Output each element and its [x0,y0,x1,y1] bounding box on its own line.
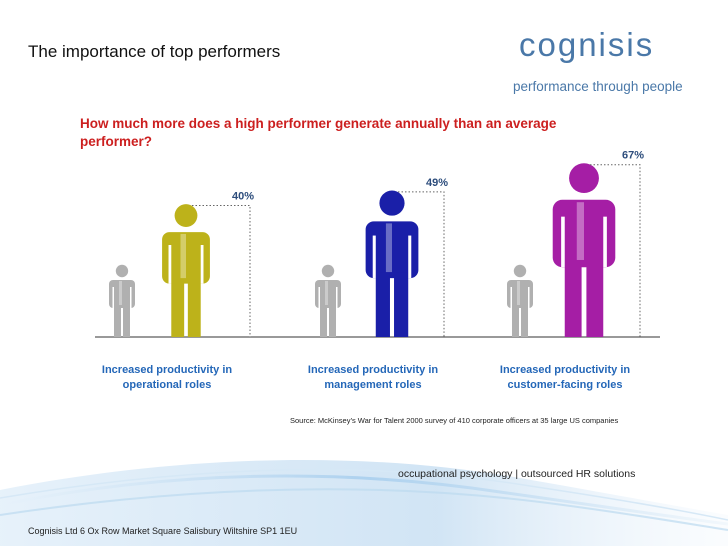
category-label-2: Increased productivity in [308,364,438,376]
high-performer-figure-1-leg-left [171,278,185,337]
category-label-1-line2: operational roles [123,379,212,391]
average-performer-figure-2-leg-left [320,305,327,337]
average-performer-figure-1-leg-right [123,305,130,337]
footer-address: Cognisis Ltd 6 Ox Row Market Square Sali… [28,526,298,536]
high-performer-figure-2-torso [365,221,419,279]
high-performer-figure-1-torso [162,232,210,284]
average-performer-figure-1-head [115,264,129,278]
source-note: Source: McKinsey’s War for Talent 2000 s… [290,416,619,425]
high-performer-figure-3-leg-right [586,259,604,337]
decorative-waves [0,459,728,546]
average-performer-figure-3-torso [507,280,533,308]
average-performer-figure-1-torso [109,280,135,308]
high-performer-figure-3-torso [552,199,616,268]
high-performer-figure-2-head [379,190,405,216]
average-performer-figure-2-leg-right [329,305,336,337]
high-performer-figure-3-head [569,163,599,194]
value-label-2: 49% [426,177,448,189]
cognisis-logo: cognisis [519,26,655,63]
category-label-3: Increased productivity in [500,364,630,376]
value-label-1: 40% [232,191,254,203]
high-performer-figure-2 [365,190,419,337]
average-performer-figure-3-leg-left [512,305,519,337]
average-performer-figure-1-leg-left [114,305,121,337]
slide-title: The importance of top performers [28,42,281,61]
category-label-1: Increased productivity in [102,364,232,376]
average-performer-figure-3-head [513,264,527,278]
value-label-3: 67% [622,150,644,162]
average-performer-figure-1 [109,264,135,337]
comparison-guide-3 [590,164,641,337]
average-performer-figure-3 [507,264,533,337]
high-performer-figure-3-leg-left [564,259,582,337]
high-performer-figure-2-leg-right [394,272,409,337]
comparison-guide-2 [398,191,445,337]
average-performer-figure-2-torso [315,280,341,308]
average-performer-figure-2-head [321,264,335,278]
average-performer-figure-2 [315,264,341,337]
category-label-3-line2: customer-facing roles [508,379,623,391]
category-label-2-line2: management roles [324,379,421,391]
high-performer-figure-2-leg-left [375,272,390,337]
high-performer-figure-3 [552,163,616,337]
logo-tagline: performance through people [513,79,683,94]
high-performer-figure-1 [162,204,210,337]
average-performer-figure-3-leg-right [521,305,528,337]
high-performer-figure-1-leg-right [187,278,201,337]
high-performer-figure-1-head [174,204,198,227]
chart-title: How much more does a high performer gene… [80,116,557,149]
services-tagline: occupational psychology | outsourced HR … [398,468,636,480]
